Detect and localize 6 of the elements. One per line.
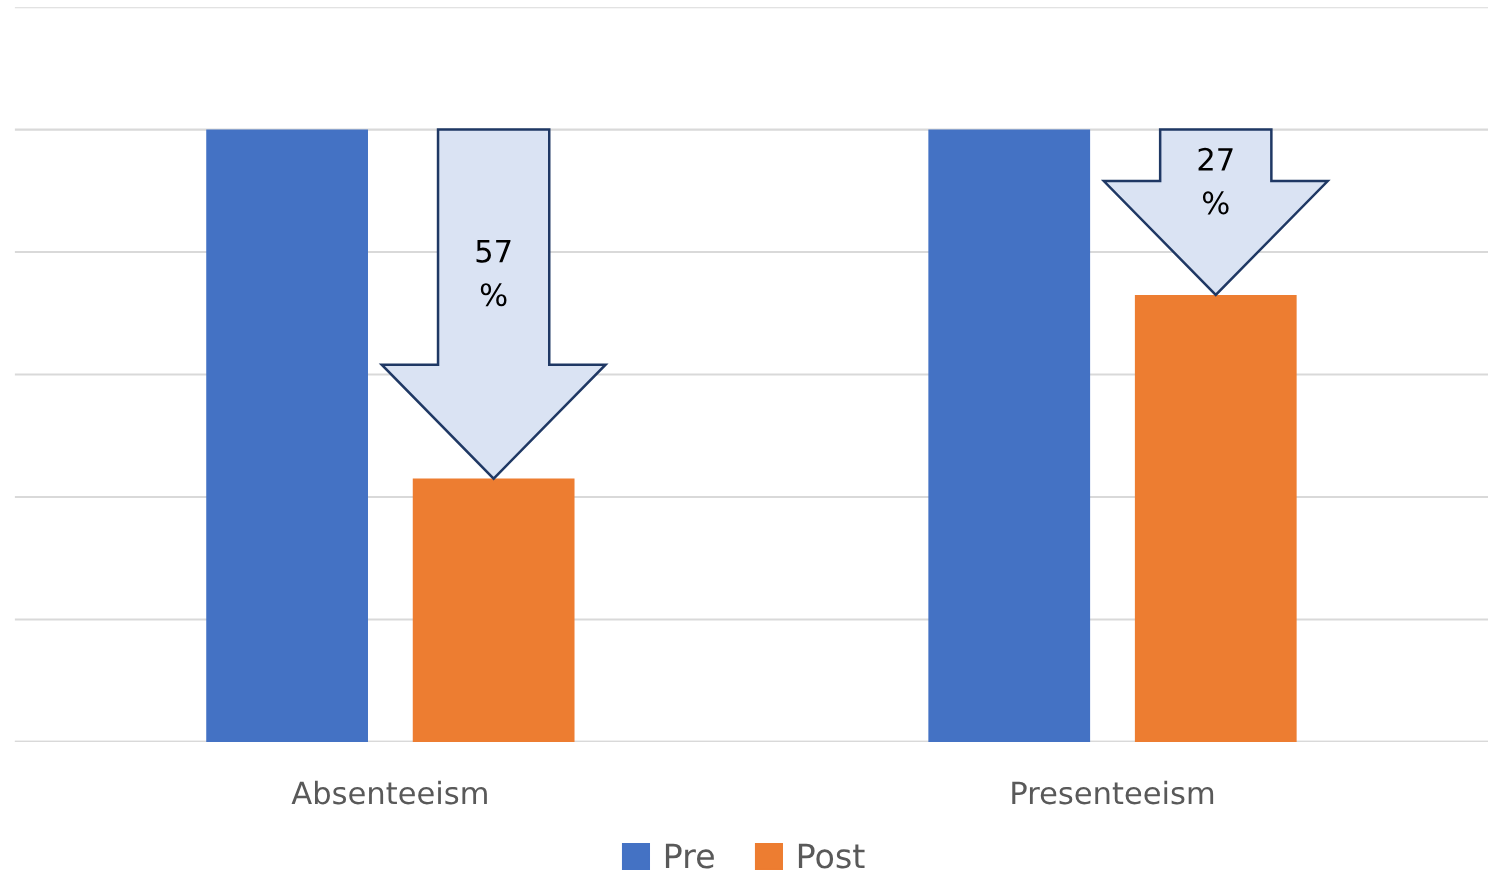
legend-label: Post (798, 843, 865, 869)
annotation: 57 % (476, 240, 511, 307)
x-tick-label: Presenteeism (1012, 780, 1214, 805)
x-tick-label: Absenteeism (291, 780, 487, 805)
annotation: 27 % (1198, 147, 1233, 215)
legend-label: Pre (665, 843, 714, 869)
